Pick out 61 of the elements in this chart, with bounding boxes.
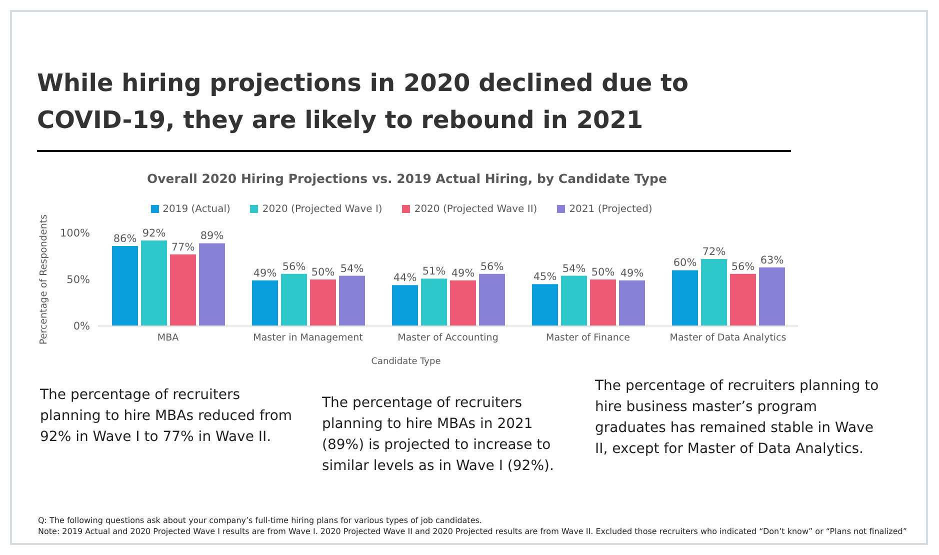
legend-label: 2020 (Projected Wave II) (414, 204, 538, 215)
bar (759, 267, 785, 326)
bar (170, 254, 196, 326)
data-label: 86% (113, 233, 137, 246)
text: The percentage of recruiters planning to hire MBAs in 2021 (89%) is projected to increase to similar levels as in Wave I (92%). (322, 394, 555, 476)
x-tick-label: MBA (157, 332, 180, 344)
text: Note: 2019 Actual and 2020 Projected Wave I results are from Wave I. 2020 Projected Wave II and 2020 Projected results are from Wave II. Excluded those recruiters who indicated “Don’t know” or “Plans not finalized” (38, 526, 908, 537)
data-label: 63% (760, 254, 784, 266)
bar (252, 280, 278, 326)
data-label: 60% (673, 257, 697, 270)
text: The percentage of recruiters planning to hire MBAs reduced from 92% in Wave I to 77% in Wave II. (40, 386, 294, 447)
data-label: 56% (480, 260, 504, 273)
y-tick-label: 50% (66, 274, 90, 286)
legend-label: 2020 (Projected Wave I) (262, 204, 382, 215)
data-label: 56% (282, 260, 306, 273)
x-tick-label: Master of Data Analytics (670, 332, 786, 344)
bar (672, 270, 698, 326)
y-axis-title: Percentage of Respondents (38, 214, 50, 345)
bar (281, 274, 307, 326)
bar (450, 280, 476, 326)
bar (392, 285, 418, 326)
bar (339, 276, 365, 326)
data-label: 45% (533, 271, 557, 284)
data-label: 51% (422, 266, 446, 278)
bar (310, 280, 336, 326)
x-tick-label: Master of Finance (546, 332, 630, 344)
y-tick-label: 100% (60, 228, 90, 240)
x-axis-title: Candidate Type (371, 357, 442, 367)
bar (141, 240, 167, 326)
data-label: 49% (620, 267, 644, 280)
bar (561, 276, 587, 326)
data-label: 72% (702, 246, 726, 258)
bar (199, 243, 225, 326)
bar (532, 284, 558, 326)
data-label: 54% (340, 262, 364, 275)
y-tick-label: 0% (73, 320, 90, 333)
bar (619, 280, 645, 326)
x-tick-label: Master in Management (253, 332, 364, 344)
data-label: 89% (200, 230, 224, 242)
data-label: 92% (142, 227, 166, 240)
data-label: 50% (591, 266, 615, 278)
data-label: 56% (731, 260, 755, 273)
chart-subtitle: Overall 2020 Hiring Projections vs. 2019 Actual Hiring, by Candidate Type (146, 171, 668, 186)
bar (479, 274, 505, 326)
text: Q: The following questions ask about your company’s full-time hiring plans for various types of job candidates. (38, 515, 483, 526)
bar (590, 280, 616, 326)
text: The percentage of recruiters planning to hire business master’s program graduates has remained stable in Wave II, except for Master of Data Analytics. (595, 377, 880, 459)
data-label: 77% (171, 241, 195, 254)
data-label: 49% (253, 267, 277, 280)
bar (421, 278, 447, 326)
x-tick-label: Master of Accounting (398, 332, 498, 344)
legend-label: 2021 (Projected) (569, 204, 652, 215)
data-label: 49% (451, 267, 475, 280)
legend-label: 2019 (Actual) (162, 204, 230, 215)
bar (701, 259, 727, 326)
chart-title: While hiring projections in 2020 declined due to COVID-19, they are likely to rebound in 2021 (37, 68, 690, 136)
data-label: 50% (311, 266, 335, 278)
bar (730, 274, 756, 326)
bar (112, 246, 138, 326)
data-label: 44% (393, 272, 417, 284)
data-label: 54% (562, 262, 586, 275)
